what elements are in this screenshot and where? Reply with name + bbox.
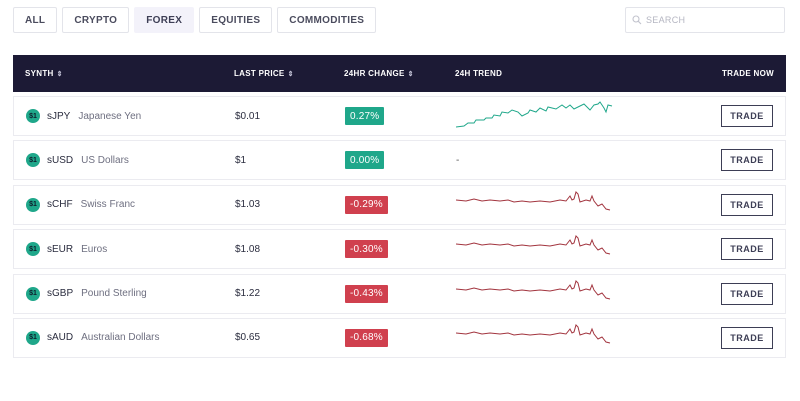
change-badge: -0.43% bbox=[345, 284, 388, 303]
table-row: $1 sEUR Euros $1.08 -0.30% TRADE bbox=[13, 229, 786, 270]
change-badge: -0.68% bbox=[345, 328, 388, 347]
synth-currency-icon: $1 bbox=[26, 242, 40, 257]
trend-sparkline bbox=[456, 323, 611, 344]
synth-symbol: sGBP bbox=[47, 288, 74, 300]
header-synth-label: SYNTH bbox=[25, 69, 54, 78]
synth-currency-icon: $1 bbox=[26, 109, 40, 123]
synth-currency-icon: $1 bbox=[26, 153, 40, 168]
synth-name: Australian Dollars bbox=[81, 332, 160, 344]
header-trade-now: TRADE NOW bbox=[722, 69, 774, 78]
change-cell: -0.30% bbox=[345, 240, 388, 259]
table-row: $1 sAUD Australian Dollars $0.65 -0.68% … bbox=[13, 317, 786, 358]
synth-name: US Dollars bbox=[81, 154, 129, 166]
synth-name: Pound Sterling bbox=[81, 288, 147, 300]
trend-sparkline bbox=[456, 235, 611, 255]
header-trend-label: 24H TREND bbox=[455, 69, 503, 78]
synth-cell: $1 sJPY Japanese Yen bbox=[26, 109, 141, 123]
search-box[interactable] bbox=[625, 7, 785, 33]
trade-cell: TRADE bbox=[721, 238, 773, 261]
synth-symbol: sEUR bbox=[47, 243, 74, 255]
trend-cell bbox=[456, 234, 614, 264]
synth-cell: $1 sUSD US Dollars bbox=[26, 153, 129, 168]
market-filter-tabs: ALL CRYPTO FOREX EQUITIES COMMODITIES bbox=[13, 7, 377, 33]
trade-button[interactable]: TRADE bbox=[721, 282, 773, 305]
sort-icon: ⇕ bbox=[407, 70, 414, 78]
trade-button[interactable]: TRADE bbox=[721, 326, 773, 349]
synth-cell: $1 sEUR Euros bbox=[26, 242, 108, 257]
trade-cell: TRADE bbox=[721, 282, 773, 305]
synth-currency-icon: $1 bbox=[26, 330, 40, 345]
synth-name: Japanese Yen bbox=[78, 110, 142, 122]
last-price: $1 bbox=[235, 154, 247, 166]
trend-cell bbox=[456, 323, 614, 353]
filter-commodities-button[interactable]: COMMODITIES bbox=[277, 7, 377, 33]
trend-empty: - bbox=[456, 154, 460, 166]
trade-button[interactable]: TRADE bbox=[721, 238, 773, 261]
synth-currency-icon: $1 bbox=[26, 286, 40, 301]
synth-cell: $1 sCHF Swiss Franc bbox=[26, 197, 136, 212]
header-trade-label: TRADE NOW bbox=[721, 69, 774, 78]
trend-sparkline bbox=[456, 279, 611, 300]
trend-cell bbox=[456, 279, 614, 309]
trade-button[interactable]: TRADE bbox=[721, 105, 773, 127]
table-row: $1 sGBP Pound Sterling $1.22 -0.43% TRAD… bbox=[13, 273, 786, 314]
header-24hr-change[interactable]: 24HR CHANGE ⇕ bbox=[344, 69, 414, 78]
change-cell: -0.68% bbox=[345, 328, 388, 347]
trend-sparkline bbox=[456, 101, 613, 128]
last-price: $0.01 bbox=[235, 110, 261, 122]
last-price: $0.65 bbox=[235, 332, 261, 344]
header-last-price-label: LAST PRICE bbox=[234, 69, 285, 78]
sort-icon: ⇕ bbox=[287, 70, 294, 78]
header-synth[interactable]: SYNTH ⇕ bbox=[25, 69, 63, 78]
table-row: $1 sJPY Japanese Yen $0.01 0.27% TRADE bbox=[13, 96, 786, 136]
synth-symbol: sCHF bbox=[47, 199, 73, 211]
change-badge: 0.00% bbox=[345, 151, 385, 170]
trade-button[interactable]: TRADE bbox=[721, 193, 773, 216]
trend-sparkline bbox=[456, 190, 611, 211]
synth-cell: $1 sAUD Australian Dollars bbox=[26, 330, 160, 345]
filter-forex-button[interactable]: FOREX bbox=[134, 7, 195, 33]
header-change-label: 24HR CHANGE bbox=[344, 69, 405, 78]
change-badge: -0.30% bbox=[345, 240, 388, 259]
search-icon bbox=[632, 15, 642, 25]
table-header: SYNTH ⇕ LAST PRICE ⇕ 24HR CHANGE ⇕ 24H T… bbox=[13, 55, 786, 92]
trend-cell bbox=[456, 101, 614, 131]
synth-cell: $1 sGBP Pound Sterling bbox=[26, 286, 147, 301]
change-cell: -0.29% bbox=[345, 195, 388, 214]
change-badge: 0.27% bbox=[345, 107, 385, 125]
filter-crypto-button[interactable]: CRYPTO bbox=[62, 7, 130, 33]
synth-name: Swiss Franc bbox=[80, 199, 136, 211]
table-row: $1 sUSD US Dollars $1 0.00% - TRADE bbox=[13, 140, 786, 181]
change-badge: -0.29% bbox=[345, 195, 388, 214]
trade-cell: TRADE bbox=[721, 193, 773, 216]
trade-cell: TRADE bbox=[721, 149, 773, 172]
synth-symbol: sJPY bbox=[47, 110, 71, 122]
trade-cell: TRADE bbox=[721, 326, 773, 349]
trade-button[interactable]: TRADE bbox=[721, 149, 773, 172]
change-cell: -0.43% bbox=[345, 284, 388, 303]
synth-name: Euros bbox=[81, 243, 108, 255]
trend-cell bbox=[456, 190, 614, 220]
last-price: $1.08 bbox=[235, 243, 261, 255]
synths-table: SYNTH ⇕ LAST PRICE ⇕ 24HR CHANGE ⇕ 24H T… bbox=[13, 55, 786, 358]
header-last-price[interactable]: LAST PRICE ⇕ bbox=[234, 69, 294, 78]
synth-symbol: sAUD bbox=[47, 332, 74, 344]
last-price: $1.22 bbox=[235, 288, 261, 300]
trade-cell: TRADE bbox=[721, 105, 773, 127]
search-input[interactable] bbox=[646, 15, 776, 25]
synth-symbol: sUSD bbox=[47, 154, 74, 166]
filter-all-button[interactable]: ALL bbox=[13, 7, 58, 33]
table-row: $1 sCHF Swiss Franc $1.03 -0.29% TRADE bbox=[13, 184, 786, 225]
header-24h-trend: 24H TREND bbox=[455, 69, 502, 78]
trend-cell: - bbox=[456, 155, 459, 166]
sort-icon: ⇕ bbox=[56, 70, 63, 78]
change-cell: 0.00% bbox=[345, 151, 385, 170]
filter-equities-button[interactable]: EQUITIES bbox=[199, 7, 273, 33]
change-cell: 0.27% bbox=[345, 107, 385, 125]
last-price: $1.03 bbox=[235, 199, 261, 211]
synth-currency-icon: $1 bbox=[26, 197, 40, 212]
